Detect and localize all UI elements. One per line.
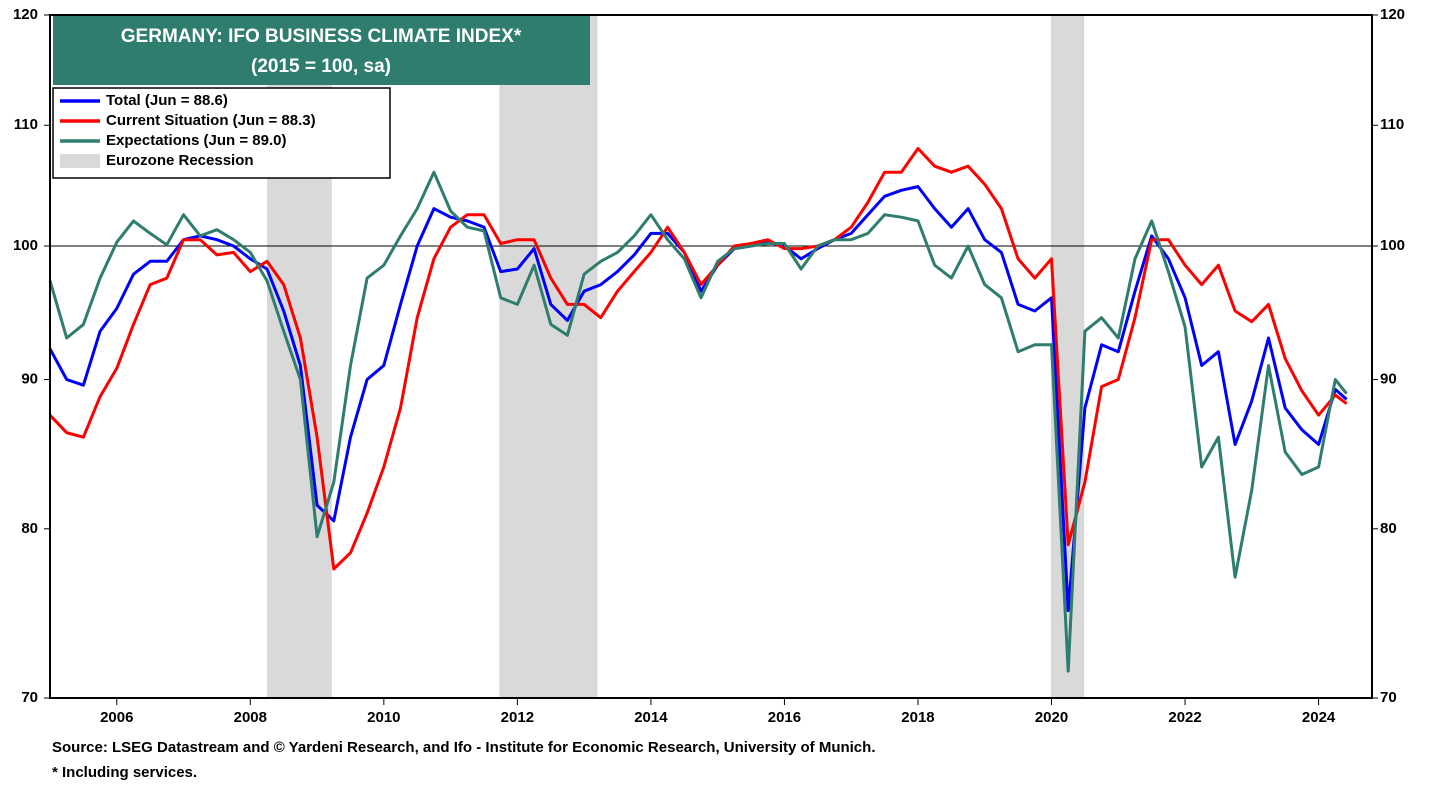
legend-box [52, 87, 391, 179]
x-tick-label: 2008 [234, 709, 267, 726]
legend-label: Eurozone Recession [106, 152, 254, 169]
chart-subtitle: (2015 = 100, sa) [251, 56, 391, 77]
series-line [48, 185, 1348, 613]
y-tick-label: 110 [14, 116, 38, 133]
y2-tick-label: 110 [1380, 116, 1404, 133]
legend-label: Expectations (Jun = 89.0) [106, 132, 286, 149]
y2-tick-label: 70 [1380, 689, 1397, 706]
series-line [48, 170, 1348, 673]
recession-band [499, 15, 598, 698]
legend-label: Total (Jun = 88.6) [106, 92, 228, 109]
chart-title: GERMANY: IFO BUSINESS CLIMATE INDEX* [121, 26, 522, 47]
plot-frame [49, 14, 1373, 699]
y-tick-label: 70 [21, 689, 38, 706]
x-tick-label: 2018 [901, 709, 934, 726]
y2-tick-label: 80 [1380, 520, 1397, 537]
title-box [53, 16, 590, 85]
y-tick-label: 100 [13, 237, 38, 254]
x-tick-label: 2024 [1302, 709, 1336, 726]
y2-tick-label: 120 [1380, 6, 1405, 23]
y-tick-label: 90 [21, 371, 38, 388]
x-tick-label: 2016 [768, 709, 801, 726]
legend-swatch [60, 154, 100, 168]
footnote: * Including services. [52, 764, 197, 781]
y2-tick-label: 100 [1380, 237, 1405, 254]
x-tick-label: 2010 [367, 709, 400, 726]
x-tick-label: 2020 [1035, 709, 1068, 726]
x-tick-label: 2006 [100, 709, 133, 726]
y-tick-label: 80 [21, 520, 38, 537]
y-tick-label: 120 [13, 6, 38, 23]
source-note: Source: LSEG Datastream and © Yardeni Re… [52, 739, 875, 756]
legend-label: Current Situation (Jun = 88.3) [106, 112, 316, 129]
x-tick-label: 2022 [1168, 709, 1201, 726]
series-line [48, 147, 1348, 571]
y2-tick-label: 90 [1380, 371, 1397, 388]
x-tick-label: 2012 [501, 709, 534, 726]
x-tick-label: 2014 [634, 709, 668, 726]
